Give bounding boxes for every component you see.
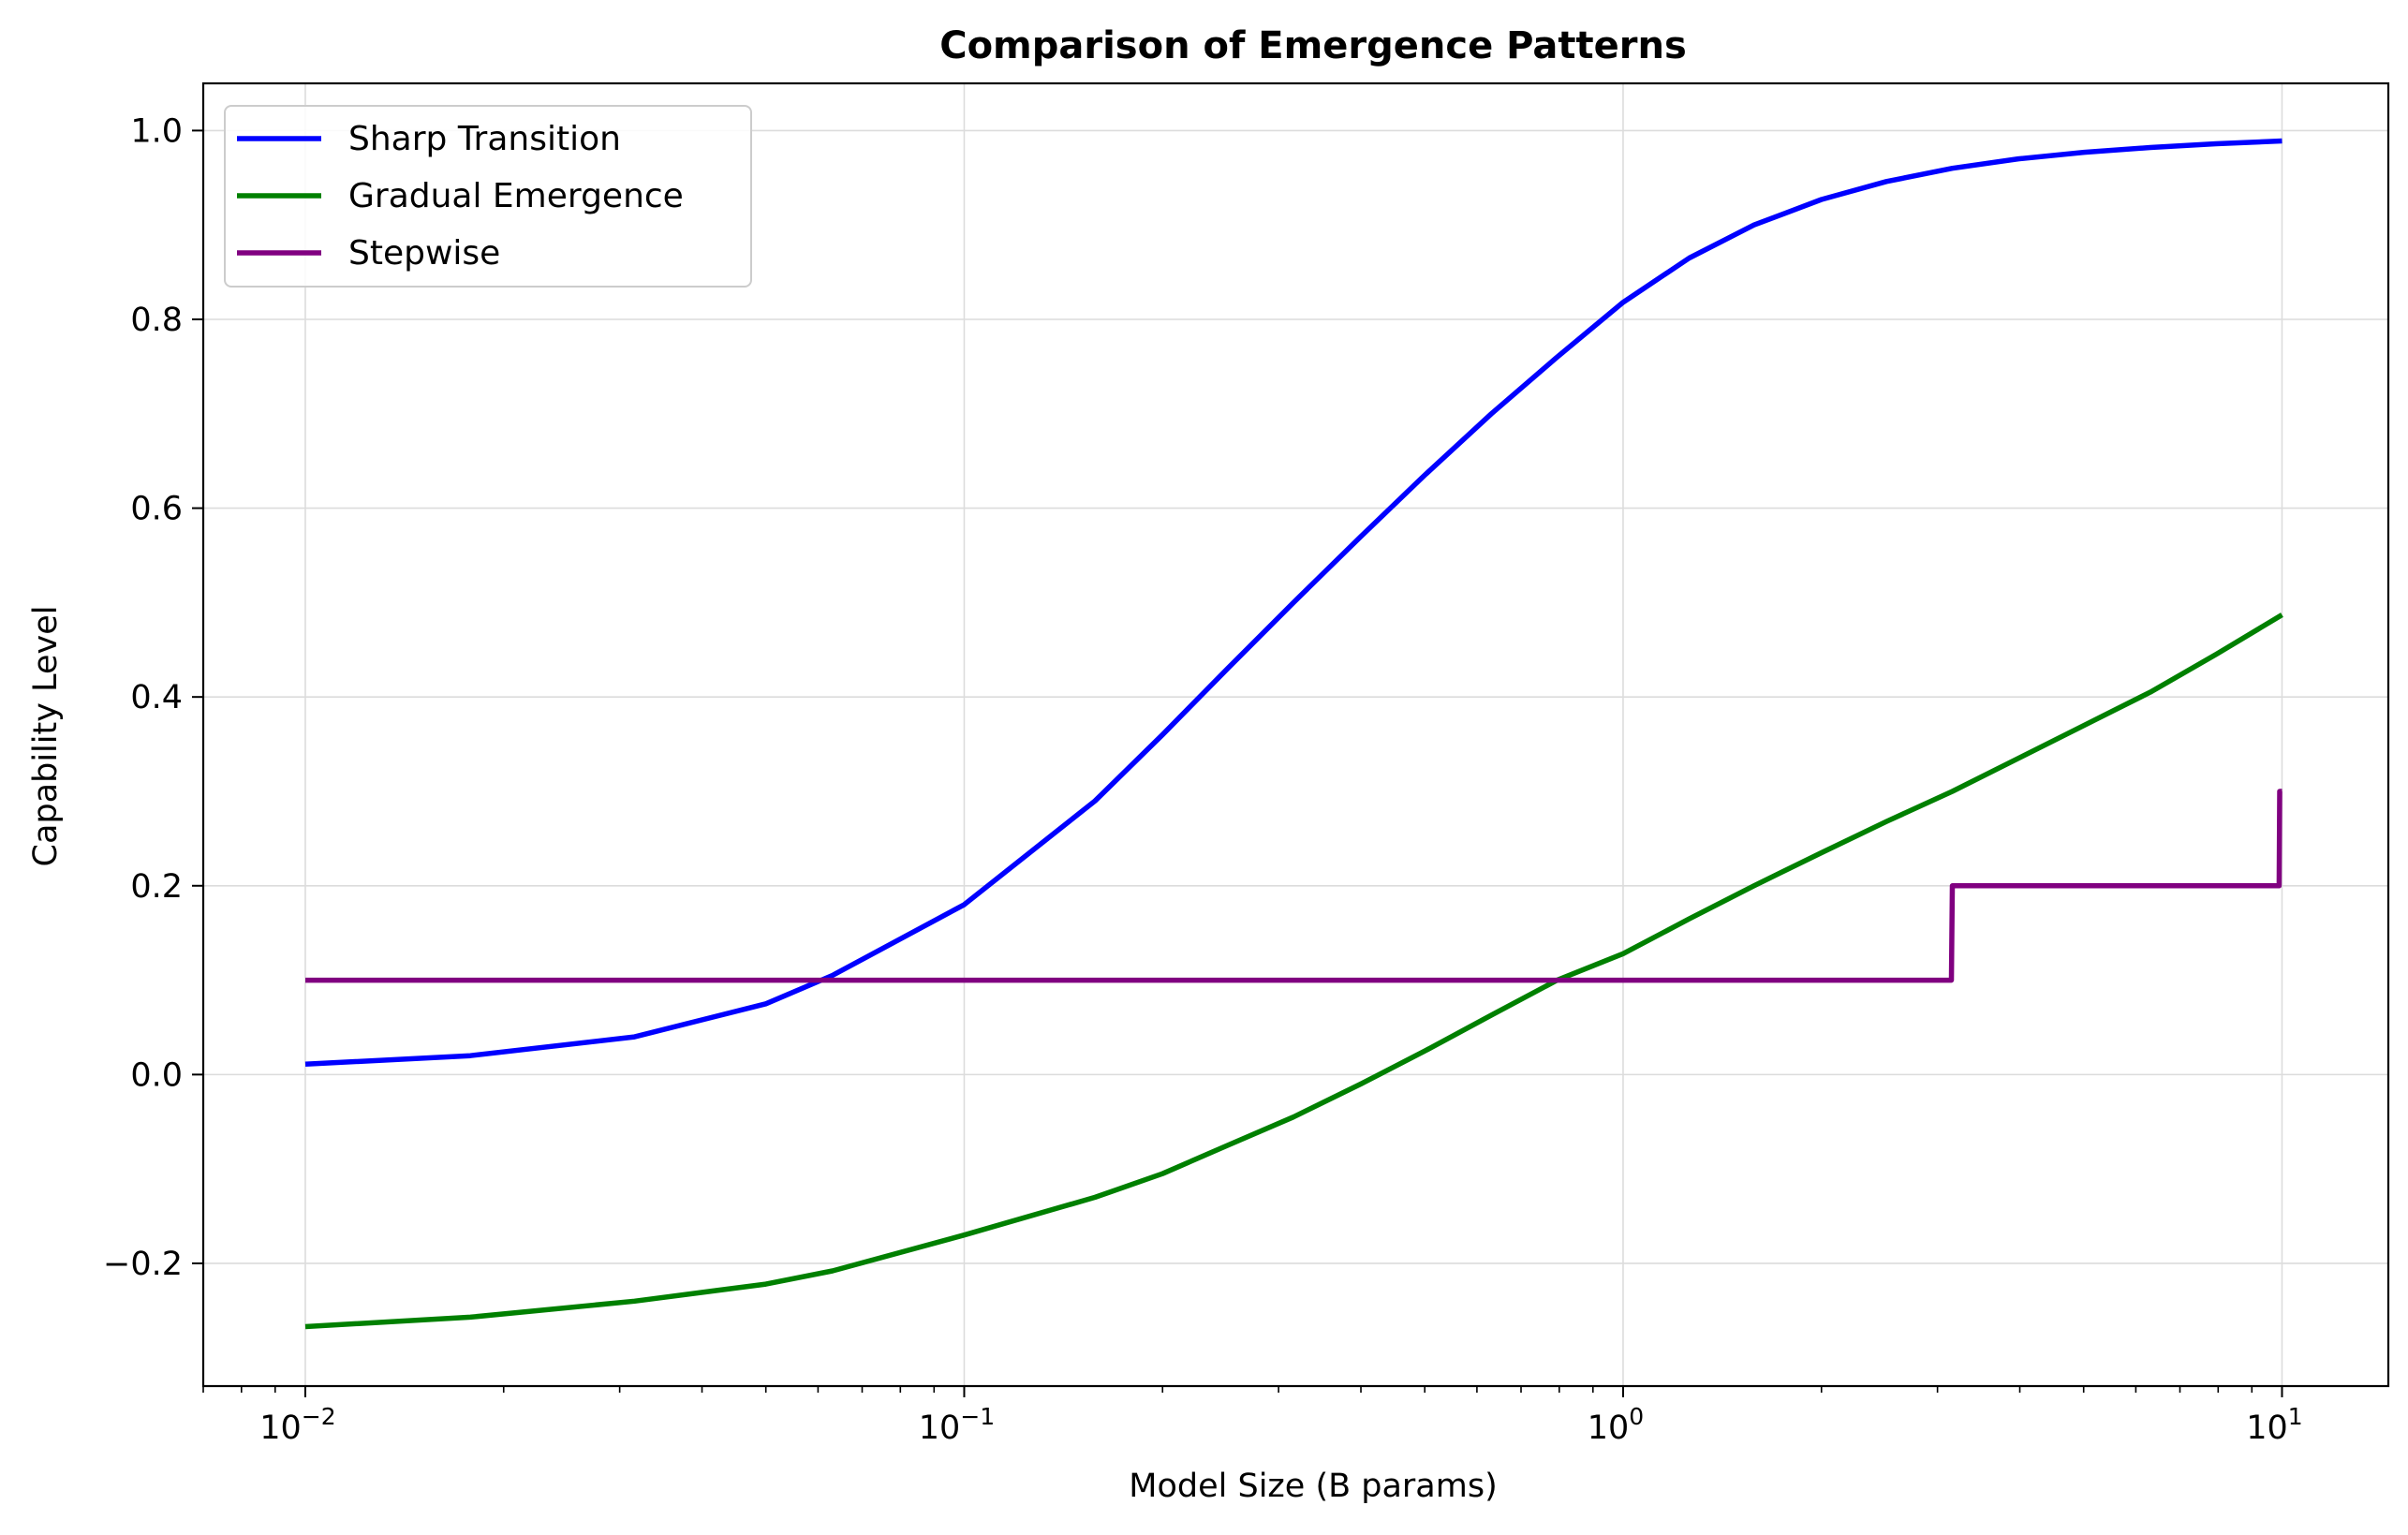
y-axis-label: Capability Level: [27, 606, 65, 867]
series-line-stepwise: [305, 789, 2282, 983]
legend-label-gradual-emergence: Gradual Emergence: [348, 177, 684, 215]
y-tick-label: 0.8: [130, 302, 183, 339]
chart-title: Comparison of Emergence Patterns: [939, 24, 1687, 67]
y-tick-label: 0.2: [130, 868, 183, 906]
x-tick-label: 101: [2246, 1403, 2302, 1447]
series-line-sharp-transition: [304, 138, 2282, 1068]
x-tick-label: 10−1: [919, 1403, 995, 1447]
y-tick-label: 1.0: [130, 112, 183, 150]
axis-ticks: 10−2 10−1 100 101 −0.2 0.0 0.2 0.4 0.6 0.8 1.0: [103, 112, 2303, 1447]
y-tick-label: 0.6: [130, 491, 183, 528]
legend-label-sharp-transition: Sharp Transition: [348, 120, 621, 158]
y-tick-label: 0.0: [130, 1056, 183, 1094]
series-line-gradual-emergence: [304, 613, 2283, 1330]
legend-label-stepwise: Stepwise: [348, 234, 500, 273]
x-axis-label: Model Size (B params): [1129, 1468, 1497, 1505]
series-lines: [304, 138, 2283, 1330]
legend: Sharp Transition Gradual Emergence Stepwis…: [224, 105, 752, 288]
plot-frame: [201, 81, 2390, 1388]
y-tick-label: −0.2: [103, 1246, 183, 1283]
y-tick-label: 0.4: [130, 679, 183, 716]
x-tick-label: 10−2: [259, 1403, 335, 1447]
legend-box: [224, 105, 752, 288]
x-tick-label: 100: [1588, 1403, 1644, 1447]
